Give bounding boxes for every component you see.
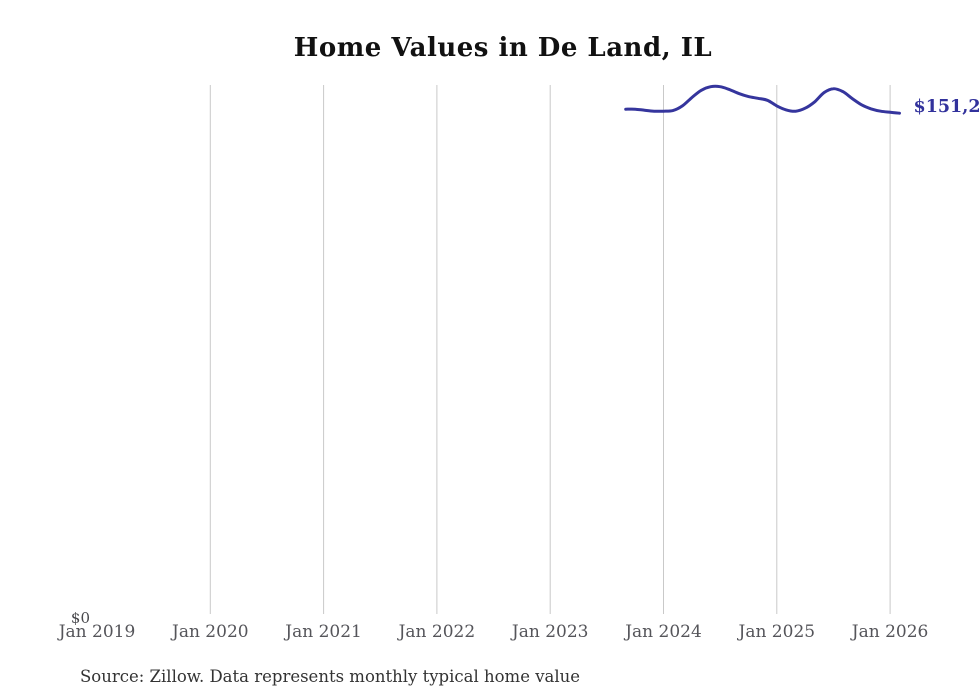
- x-tick-label: Jan 2021: [285, 622, 362, 642]
- x-tick-label: Jan 2024: [625, 622, 702, 642]
- year-gridlines: [209, 85, 891, 614]
- x-tick-label: Jan 2023: [511, 622, 589, 642]
- x-tick-label: Jan 2022: [398, 622, 476, 642]
- home-value-line: [624, 84, 901, 115]
- x-tick-label: Jan 2025: [738, 622, 816, 642]
- x-tick-label: Jan 2026: [851, 622, 929, 642]
- latest-value-label: $151,200: [913, 97, 980, 118]
- x-tick-label: Jan 2019: [58, 622, 136, 642]
- chart-title: Home Values in De Land, IL: [293, 33, 713, 63]
- source-note: Source: Zillow. Data represents monthly …: [80, 667, 581, 686]
- x-tick-label: Jan 2020: [172, 622, 249, 642]
- y-axis-zero-label: $0: [70, 609, 90, 627]
